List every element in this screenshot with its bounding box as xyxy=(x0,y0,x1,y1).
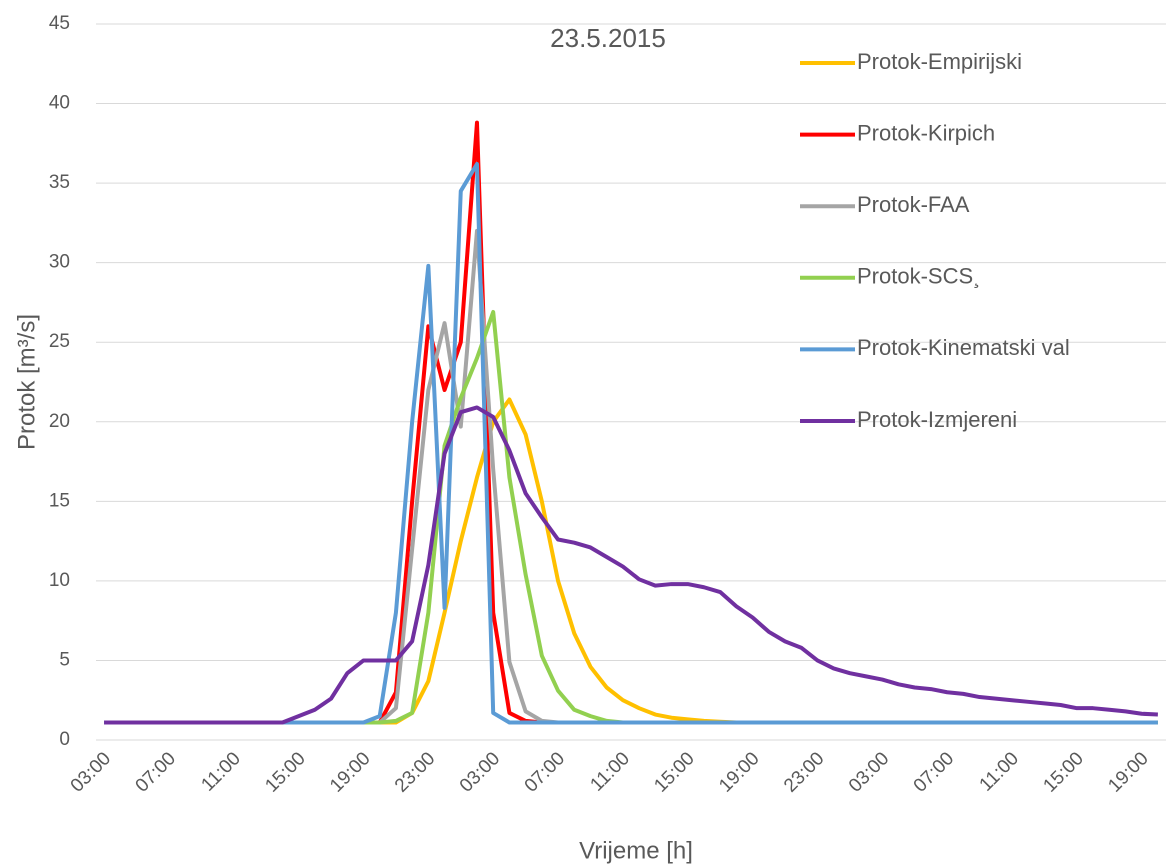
y-axis-title: Protok [m³/s] xyxy=(13,314,40,450)
y-tick-label: 20 xyxy=(49,411,70,432)
series-line xyxy=(104,397,1158,725)
legend-label: Protok-SCS¸ xyxy=(857,264,980,290)
series-line xyxy=(104,228,1158,725)
y-tick-label: 5 xyxy=(59,649,70,670)
y-tick-label: 0 xyxy=(59,729,70,750)
x-tick-label: 07:00 xyxy=(132,748,180,796)
series-line xyxy=(104,162,1158,725)
x-tick-label: 11:00 xyxy=(976,748,1023,795)
x-tick-label: 15:00 xyxy=(1039,748,1087,796)
y-tick-label: 35 xyxy=(49,172,70,193)
y-tick-label: 40 xyxy=(49,93,70,114)
series-line xyxy=(104,405,1158,725)
x-tick-label: 03:00 xyxy=(456,748,504,796)
legend-label: Protok-Empirijski xyxy=(857,49,1022,74)
x-axis-title: Vrijeme [h] xyxy=(579,837,693,864)
y-tick-label: 45 xyxy=(49,13,70,34)
x-tick-label: 19:00 xyxy=(326,748,374,796)
chart-title: 23.5.2015 xyxy=(550,23,666,53)
legend-label: Protok-Kinematski val xyxy=(857,335,1070,360)
x-tick-label: 07:00 xyxy=(910,748,958,796)
x-tick-label: 15:00 xyxy=(261,748,309,796)
x-tick-label: 03:00 xyxy=(845,748,893,796)
x-tick-label: 15:00 xyxy=(650,748,698,796)
y-tick-label: 30 xyxy=(49,252,70,273)
x-tick-label: 07:00 xyxy=(521,748,569,796)
y-tick-label: 10 xyxy=(49,570,70,591)
y-tick-label: 15 xyxy=(49,490,70,511)
x-tick-label: 19:00 xyxy=(715,748,763,796)
x-tick-label: 11:00 xyxy=(587,748,634,795)
x-tick-label: 23:00 xyxy=(780,748,828,796)
y-tick-label: 25 xyxy=(49,331,70,352)
legend-label: Protok-FAA xyxy=(857,192,970,217)
x-tick-label: 23:00 xyxy=(391,748,439,796)
x-tick-label: 03:00 xyxy=(67,748,115,796)
legend-label: Protok-Kirpich xyxy=(857,120,995,145)
x-tick-label: 11:00 xyxy=(197,748,244,795)
x-tick-label: 19:00 xyxy=(1104,748,1152,796)
legend-label: Protok-Izmjereni xyxy=(857,407,1017,432)
